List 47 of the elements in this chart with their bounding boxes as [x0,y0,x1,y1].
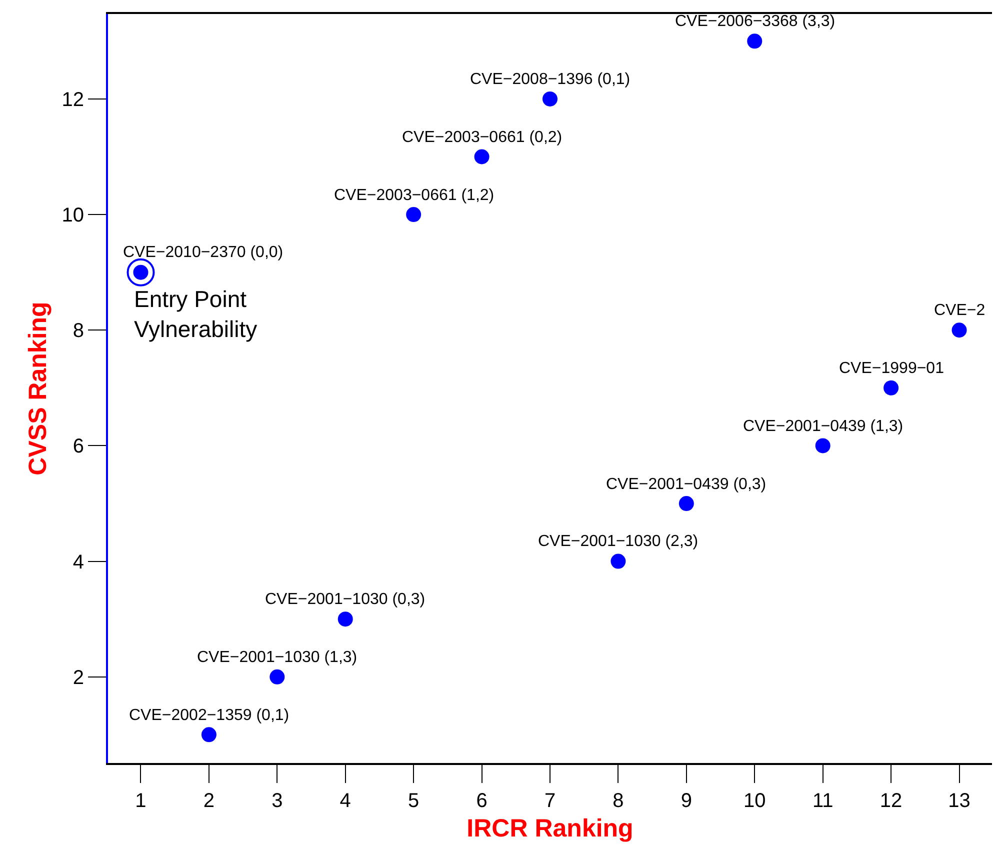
x-axis-title: IRCR Ranking [466,814,634,842]
x-tick-label: 2 [203,790,215,812]
y-tick-label: 10 [62,204,84,227]
point [815,438,830,454]
x-tick-label: 8 [612,790,624,812]
point [884,380,899,396]
y-tick-label: 12 [62,88,84,111]
annotation: CVE−2003−0661 (0,2) [402,129,562,146]
x-tick-label: 5 [408,790,420,812]
annotation: CVE−2001−1030 (2,3) [538,533,698,550]
y-tick-label: 8 [72,320,84,342]
x-tick-label: 7 [544,790,556,812]
annotation: CVE−2001−0439 (0,3) [606,476,766,493]
annotation: CVE−2010−2370 (0,0) [123,244,284,261]
annotation: CVE−2 [934,302,986,319]
annotation: CVE−2001−1030 (0,3) [265,591,426,608]
annotation: Entry Point Vylnerability [134,286,258,342]
point [338,612,353,627]
point [474,149,490,164]
point [542,91,558,106]
annotation: CVE−2001−1030 (1,3) [197,649,358,666]
point [406,207,422,222]
y-tick-label: 4 [72,551,84,574]
x-tick-label: 9 [680,790,692,812]
x-tick-label: 13 [948,790,970,812]
y-tick-label: 6 [72,436,84,458]
annotation: CVE−2002−1359 (0,1) [129,707,290,724]
point [678,496,694,512]
annotation: CVE−1999−01 [839,360,944,377]
y-tick-label: 2 [72,666,84,689]
point [952,322,967,338]
point [747,34,762,49]
annotation: CVE−2003−0661 (1,2) [334,187,494,204]
x-tick-label: 10 [744,790,766,812]
annotation: CVE−2006−3368 (3,3) [675,13,836,30]
point [201,727,216,742]
x-tick-label: 12 [880,790,902,812]
x-tick-label: 6 [476,790,488,812]
x-tick-label: 4 [340,790,351,812]
annotation: CVE−2001−0439 (1,3) [743,418,904,435]
point [610,554,626,569]
x-tick-label: 3 [272,790,283,812]
y-axis-title: CVSS Ranking [24,302,52,476]
x-tick-label: 1 [135,790,146,812]
point [270,669,285,684]
x-tick-label: 11 [812,790,834,812]
annotation: CVE−2008−1396 (0,1) [470,71,630,88]
